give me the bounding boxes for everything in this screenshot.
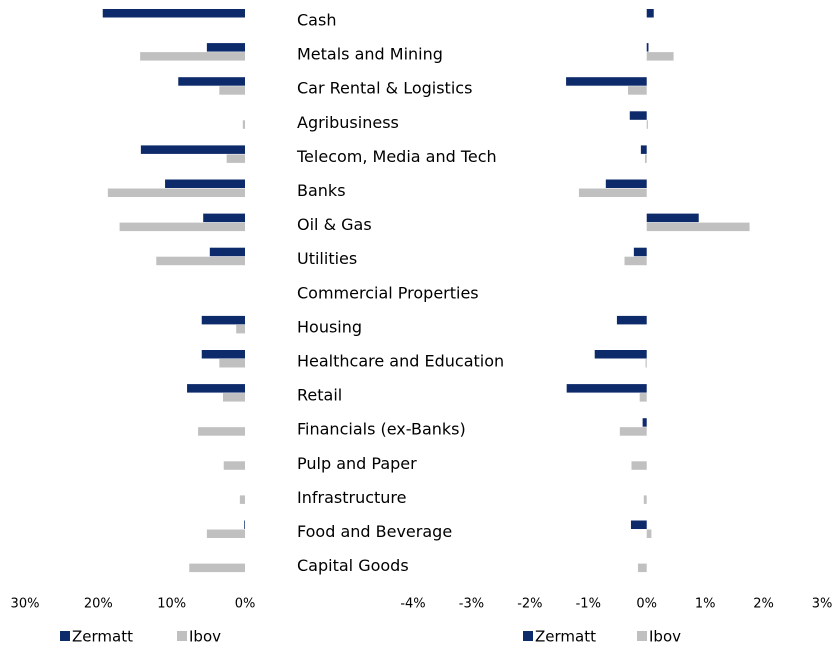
x-tick-label: 30% <box>11 597 40 612</box>
bar <box>594 350 647 359</box>
bar <box>646 213 699 223</box>
x-tick-label: -4% <box>400 597 425 612</box>
category-label: Utilities <box>297 249 357 268</box>
bar <box>178 77 245 86</box>
x-tick-label: 3% <box>812 597 832 612</box>
category-label: Agribusiness <box>297 113 399 132</box>
x-tick-label: 1% <box>695 597 716 612</box>
bar <box>119 222 245 232</box>
legend-swatch <box>60 631 70 641</box>
x-tick-label: 0% <box>636 597 657 612</box>
x-tick-label: 20% <box>84 597 113 612</box>
category-label: Housing <box>297 317 362 336</box>
bar <box>223 393 245 402</box>
bar <box>633 247 647 257</box>
legend-label: Zermatt <box>535 628 596 646</box>
category-label: Pulp and Paper <box>297 454 417 473</box>
bar <box>107 188 245 197</box>
bar <box>140 145 245 154</box>
legend-label: Ibov <box>649 628 681 646</box>
bar <box>206 529 245 538</box>
bar <box>645 359 647 368</box>
bar <box>628 86 647 95</box>
category-label: Capital Goods <box>297 556 409 575</box>
category-label: Banks <box>297 181 346 200</box>
bar <box>646 222 750 232</box>
bar <box>637 563 647 573</box>
bar <box>102 9 245 18</box>
bar <box>165 179 245 188</box>
category-label: Car Rental & Logistics <box>297 79 472 98</box>
legend-swatch <box>523 631 533 641</box>
bar <box>201 315 245 325</box>
bar <box>646 529 652 538</box>
category-label: Metals and Mining <box>297 45 443 64</box>
bar <box>566 77 647 86</box>
legend-label: Ibov <box>189 628 221 646</box>
bar <box>206 43 245 52</box>
bar <box>643 495 647 504</box>
bar <box>156 256 245 266</box>
bar <box>619 427 647 436</box>
bar <box>209 247 245 257</box>
bar <box>646 52 674 61</box>
x-tick-label: -3% <box>459 597 484 612</box>
bar <box>242 120 245 129</box>
x-tick-label: 0% <box>235 597 256 612</box>
category-label: Cash <box>297 11 336 30</box>
bar <box>219 86 245 95</box>
legend-swatch <box>637 631 647 641</box>
bar <box>203 213 245 223</box>
category-label: Infrastructure <box>297 488 406 507</box>
bar <box>189 563 245 573</box>
category-label: Oil & Gas <box>297 215 372 234</box>
legend-label: Zermatt <box>72 628 133 646</box>
bar <box>226 154 245 163</box>
category-label: Commercial Properties <box>297 283 479 302</box>
bar <box>223 461 245 470</box>
category-label: Food and Beverage <box>297 522 452 541</box>
x-tick-label: 10% <box>157 597 186 612</box>
bar <box>236 324 245 334</box>
bar <box>629 111 647 120</box>
bar <box>239 495 245 504</box>
bar <box>605 179 647 188</box>
bar <box>219 359 245 368</box>
legend-swatch <box>177 631 187 641</box>
category-label: Retail <box>297 386 342 405</box>
bar <box>140 52 245 61</box>
bar <box>201 350 245 359</box>
bar <box>646 9 654 18</box>
bar <box>639 393 647 402</box>
bar <box>631 461 647 470</box>
bar <box>198 427 245 436</box>
category-label: Healthcare and Education <box>297 352 504 371</box>
bar <box>187 384 245 393</box>
category-label: Telecom, Media and Tech <box>296 147 497 166</box>
x-tick-label: -2% <box>517 597 542 612</box>
bar <box>630 520 647 529</box>
bar <box>578 188 647 197</box>
category-label: Financials (ex-Banks) <box>297 420 466 439</box>
bar <box>640 145 647 154</box>
bar <box>566 384 647 393</box>
bar <box>646 120 648 129</box>
bar <box>642 418 647 427</box>
bar <box>624 256 647 266</box>
bar <box>244 520 245 529</box>
bar <box>616 315 647 325</box>
x-tick-label: 2% <box>753 597 774 612</box>
bar <box>644 154 647 163</box>
x-tick-label: -1% <box>576 597 601 612</box>
bar <box>646 43 649 52</box>
